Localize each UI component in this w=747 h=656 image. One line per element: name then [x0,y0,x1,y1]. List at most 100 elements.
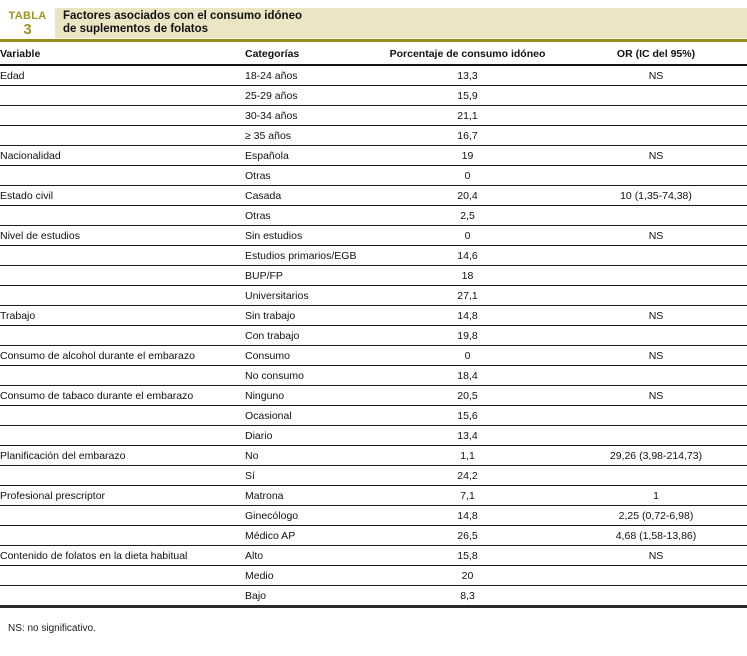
cell-percentage: 20 [370,565,565,586]
table-row: Edad 18-24 años 13,3 NS [0,65,747,86]
cell-category: Ocasional [245,405,370,426]
cell-category: Española [245,145,370,166]
cell-category: No [245,445,370,466]
cell-percentage: 0 [370,225,565,246]
table-row: Universitarios 27,1 [0,285,747,306]
table-row: Ginecólogo 14,8 2,25 (0,72-6,98) [0,505,747,526]
table-head: Variable Categorías Porcentaje de consum… [0,43,747,66]
cell-category: Casada [245,185,370,206]
table-row: Ocasional 15,6 [0,405,747,426]
cell-percentage: 27,1 [370,285,565,306]
cell-variable [0,365,245,386]
table-header: TABLA 3 Factores asociados con el consum… [0,8,747,38]
cell-variable [0,465,245,486]
cell-or: NS [565,225,747,246]
cell-category: No consumo [245,365,370,386]
cell-or: 29,26 (3,98-214,73) [565,445,747,466]
cell-variable [0,105,245,126]
column-header-or: OR (IC del 95%) [565,43,747,66]
cell-variable: Profesional prescriptor [0,485,245,506]
table-row: 25-29 años 15,9 [0,85,747,106]
table-row: Planificación del embarazo No 1,1 29,26 … [0,445,747,466]
cell-variable [0,285,245,306]
table-row: Con trabajo 19,8 [0,325,747,346]
accent-rule [0,39,747,42]
table-row: ≥ 35 años 16,7 [0,125,747,146]
cell-variable: Estado civil [0,185,245,206]
cell-percentage: 15,9 [370,85,565,106]
cell-variable: Planificación del embarazo [0,445,245,466]
table-row: 30-34 años 21,1 [0,105,747,126]
cell-or: 1 [565,485,747,506]
cell-or [565,585,747,608]
cell-category: Consumo [245,345,370,366]
column-header-variable: Variable [0,43,245,66]
cell-variable [0,85,245,106]
cell-category: Matrona [245,485,370,506]
footnote: NS: no significativo. [8,623,96,634]
cell-category: Bajo [245,585,370,608]
cell-category: Ginecólogo [245,505,370,526]
cell-percentage: 13,4 [370,425,565,446]
cell-percentage: 16,7 [370,125,565,146]
cell-category: 18-24 años [245,65,370,86]
table-row: Bajo 8,3 [0,585,747,608]
cell-percentage: 15,6 [370,405,565,426]
cell-percentage: 20,4 [370,185,565,206]
cell-or [565,425,747,446]
cell-category: 30-34 años [245,105,370,126]
cell-percentage: 14,8 [370,505,565,526]
cell-or [565,405,747,426]
table-row: No consumo 18,4 [0,365,747,386]
cell-category: Estudios primarios/EGB [245,245,370,266]
cell-or: NS [565,345,747,366]
table-row: BUP/FP 18 [0,265,747,286]
cell-variable: Trabajo [0,305,245,326]
cell-variable [0,245,245,266]
cell-category: Sí [245,465,370,486]
cell-variable [0,525,245,546]
cell-variable: Consumo de alcohol durante el embarazo [0,345,245,366]
cell-or [565,265,747,286]
cell-or: NS [565,145,747,166]
cell-percentage: 14,6 [370,245,565,266]
cell-or [565,565,747,586]
column-header-categorias: Categorías [245,43,370,66]
cell-or [565,245,747,266]
cell-category: Otras [245,205,370,226]
table-row: Medio 20 [0,565,747,586]
cell-variable [0,325,245,346]
table-row: Sí 24,2 [0,465,747,486]
cell-variable [0,565,245,586]
cell-or [565,465,747,486]
cell-or: NS [565,385,747,406]
cell-category: Con trabajo [245,325,370,346]
cell-percentage: 21,1 [370,105,565,126]
cell-or: NS [565,305,747,326]
cell-variable: Contenido de folatos en la dieta habitua… [0,545,245,566]
table-row: Nivel de estudios Sin estudios 0 NS [0,225,747,246]
cell-percentage: 19,8 [370,325,565,346]
cell-percentage: 18 [370,265,565,286]
cell-variable [0,585,245,608]
table-row: Consumo de tabaco durante el embarazo Ni… [0,385,747,406]
table-row: Médico AP 26,5 4,68 (1,58-13,86) [0,525,747,546]
table-label: TABLA 3 [0,8,55,38]
cell-percentage: 20,5 [370,385,565,406]
cell-percentage: 0 [370,345,565,366]
cell-variable [0,505,245,526]
cell-percentage: 18,4 [370,365,565,386]
cell-percentage: 19 [370,145,565,166]
cell-or [565,285,747,306]
cell-percentage: 8,3 [370,585,565,608]
cell-category: Ninguno [245,385,370,406]
cell-variable [0,265,245,286]
cell-category: Diario [245,425,370,446]
cell-category: Sin estudios [245,225,370,246]
table-row: Profesional prescriptor Matrona 7,1 1 [0,485,747,506]
cell-category: ≥ 35 años [245,125,370,146]
cell-or: 10 (1,35-74,38) [565,185,747,206]
cell-category: Alto [245,545,370,566]
cell-variable [0,125,245,146]
cell-variable: Consumo de tabaco durante el embarazo [0,385,245,406]
